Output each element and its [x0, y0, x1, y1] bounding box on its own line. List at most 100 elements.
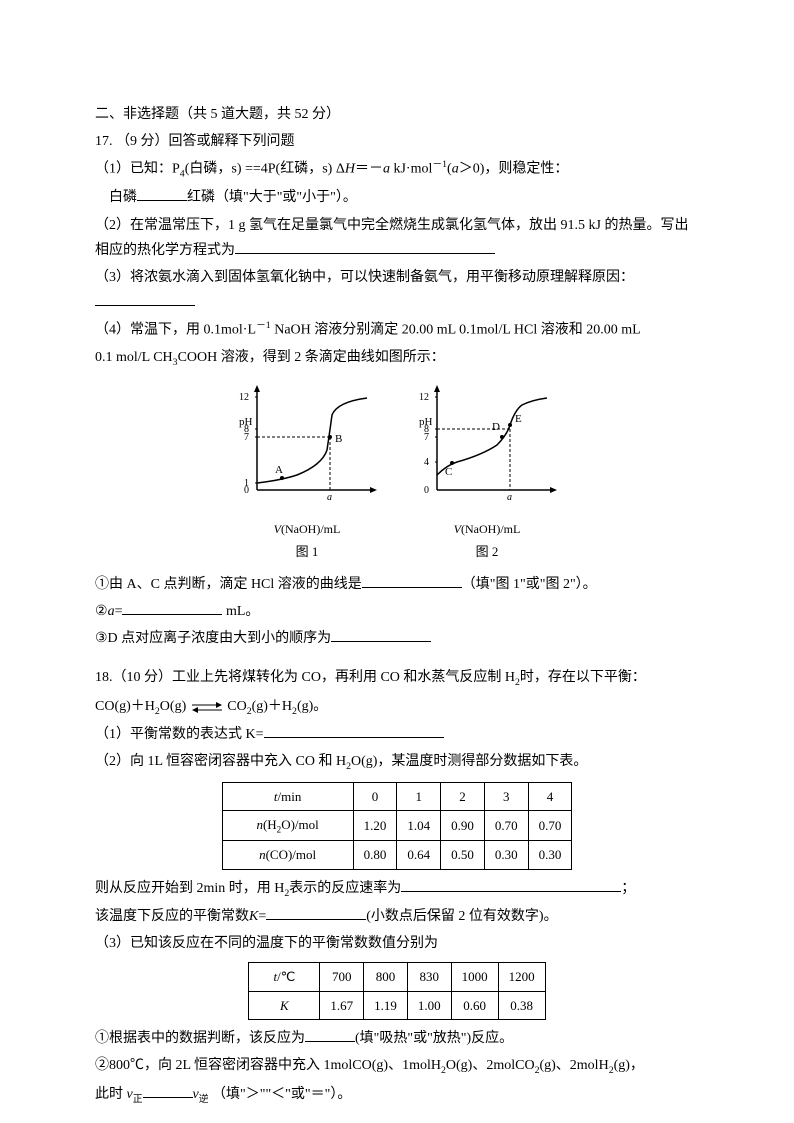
- equilibrium-arrow-icon: [190, 701, 224, 713]
- italic-V: V: [454, 522, 461, 536]
- text: (g)，: [614, 1058, 644, 1073]
- cell: 3: [484, 782, 528, 810]
- text: CO: [227, 699, 246, 714]
- text: (g)＋H: [252, 699, 292, 714]
- text: /℃: [277, 969, 295, 984]
- text: （2）向 1L 恒容密闭容器中充入 CO 和 H: [95, 754, 346, 769]
- italic-a: a: [108, 604, 115, 619]
- q17-p2: （2）在常温常压下，1 g 氢气在足量氯气中完全燃烧生成氯化氢气体，放出 91.…: [95, 213, 699, 263]
- blank: [122, 600, 222, 615]
- italic-K: K: [249, 909, 258, 924]
- text: （填"图 1"或"图 2"）。: [462, 577, 597, 592]
- text: kJ·mol: [390, 162, 432, 177]
- q17-p3: （3）将浓氨水滴入到固体氢氧化钠中，可以快速制备氨气，用平衡移动原理解释原因：: [95, 265, 699, 315]
- q18-p1: （1）平衡常数的表达式 K=: [95, 722, 699, 747]
- blank: [264, 723, 444, 738]
- text: O(g)，某温度时测得部分数据如下表。: [351, 754, 587, 769]
- svg-text:D: D: [492, 421, 500, 433]
- q17-p4-line2: 0.1 mol/L CH3COOH 溶液，得到 2 条滴定曲线如图所示：: [95, 345, 699, 371]
- q17-p1-line2: 白磷 红磷（填"大于"或"小于"）。: [95, 185, 699, 210]
- text: ①根据表中的数据判断，该反应为: [95, 1031, 305, 1046]
- text: O)/mol: [281, 817, 319, 832]
- chart1-wrap: 0 1 7 8 12 A B a pH V(NaOH)/mL 图 1: [227, 380, 387, 564]
- table-row: K 1.67 1.19 1.00 0.60 0.38: [249, 991, 545, 1019]
- text: （1）平衡常数的表达式 K=: [95, 727, 264, 742]
- svg-text:4: 4: [424, 457, 429, 468]
- chart2-xlabel: V(NaOH)/mL: [407, 519, 567, 541]
- cell: 800: [364, 963, 408, 991]
- text: ＝－: [355, 162, 383, 177]
- chart1-xlabel: V(NaOH)/mL: [227, 519, 387, 541]
- q18-p3: （3）已知该反应在不同的温度下的平衡常数数值分别为: [95, 931, 699, 956]
- text: 此时: [95, 1087, 123, 1102]
- q18-sub2-line2: 此时 v正v逆 （填"＞""＜"或"＝"）。: [95, 1082, 699, 1108]
- text: ③D 点对应离子浓度由大到小的顺序为: [95, 631, 331, 646]
- cell: 0.38: [498, 991, 545, 1019]
- blank: [305, 1027, 355, 1042]
- q17-header: 17. （9 分）回答或解释下列问题: [95, 129, 699, 154]
- table1: t/min 0 1 2 3 4 n(H2O)/mol 1.20 1.04 0.9…: [222, 782, 573, 870]
- cell: 0.30: [528, 841, 572, 869]
- svg-text:a: a: [507, 492, 512, 503]
- italic-H: H: [345, 162, 355, 177]
- cell: 4: [528, 782, 572, 810]
- text: 表示的反应速率为: [289, 881, 401, 896]
- cell: 0.70: [528, 811, 572, 841]
- text: ＞0)，则稳定性：: [459, 162, 569, 177]
- sub: 正: [133, 1094, 143, 1105]
- sup: －1: [256, 320, 271, 331]
- sup: －1: [432, 159, 447, 170]
- blank: [401, 877, 621, 892]
- cell: 700: [320, 963, 364, 991]
- text: （4）常温下，用 0.1mol·L: [95, 323, 256, 338]
- text: 白磷: [95, 190, 137, 205]
- text: （3）将浓氨水滴入到固体氢氧化钠中，可以快速制备氨气，用平衡移动原理解释原因：: [95, 270, 634, 285]
- cell: 1.04: [397, 811, 441, 841]
- text: (g)。: [297, 699, 327, 714]
- q18-sub1: ①根据表中的数据判断，该反应为(填"吸热"或"放热")反应。: [95, 1026, 699, 1051]
- text: 则从反应开始到 2min 时，用 H: [95, 881, 284, 896]
- italic-V: V: [274, 522, 281, 536]
- cell: 0.60: [451, 991, 498, 1019]
- text: CO(g)＋H: [95, 699, 155, 714]
- q17-p1: （1）已知：P4(白磷，s) ==4P(红磷，s) ΔH＝－a kJ·mol－1…: [95, 156, 699, 183]
- cell: 0.90: [441, 811, 485, 841]
- svg-text:A: A: [275, 464, 283, 476]
- q18-p2: （2）向 1L 恒容密闭容器中充入 CO 和 H2O(g)，某温度时测得部分数据…: [95, 749, 699, 775]
- italic-K: K: [249, 991, 320, 1019]
- cell: 0.80: [353, 841, 397, 869]
- cell: 1200: [498, 963, 545, 991]
- italic-a: a: [452, 162, 459, 177]
- table-row: n(H2O)/mol 1.20 1.04 0.90 0.70 0.70: [222, 811, 572, 841]
- italic-a: a: [383, 162, 390, 177]
- table-row: t/℃ 700 800 830 1000 1200: [249, 963, 545, 991]
- blank: [137, 186, 187, 201]
- chart2-svg: 0 4 7 8 12 C D E a pH: [407, 380, 567, 510]
- text: 该温度下反应的平衡常数: [95, 909, 249, 924]
- text: (白磷，s) ==4P(红磷，s) Δ: [185, 162, 345, 177]
- q17-sub1: ①由 A、C 点判断，滴定 HCl 溶液的曲线是 （填"图 1"或"图 2"）。: [95, 572, 699, 597]
- text: ②: [95, 604, 108, 619]
- text: （1）已知：P: [95, 162, 180, 177]
- q18-p2-after: 则从反应开始到 2min 时，用 H2表示的反应速率为；: [95, 876, 699, 902]
- text: =: [258, 909, 266, 924]
- sub: 逆: [199, 1094, 209, 1105]
- svg-text:0: 0: [424, 485, 429, 496]
- cell: 1.67: [320, 991, 364, 1019]
- text: 0.1 mol/L CH: [95, 350, 173, 365]
- text: （填"＞""＜"或"＝"）。: [212, 1087, 351, 1102]
- blank: [235, 239, 495, 254]
- cell: 2: [441, 782, 485, 810]
- text: O(g): [160, 699, 186, 714]
- svg-text:1: 1: [244, 478, 249, 489]
- svg-text:B: B: [335, 433, 342, 445]
- q18-eq: CO(g)＋H2O(g) CO2(g)＋H2(g)。: [95, 694, 699, 720]
- text: ①由 A、C 点判断，滴定 HCl 溶液的曲线是: [95, 577, 362, 592]
- blank: [362, 573, 462, 588]
- q17-sub3: ③D 点对应离子浓度由大到小的顺序为: [95, 626, 699, 651]
- text: 红磷（填"大于"或"小于"）。: [187, 190, 357, 205]
- svg-text:pH: pH: [239, 416, 253, 428]
- text: (NaOH)/mL: [281, 522, 340, 536]
- blank: [331, 627, 431, 642]
- svg-text:C: C: [445, 466, 452, 478]
